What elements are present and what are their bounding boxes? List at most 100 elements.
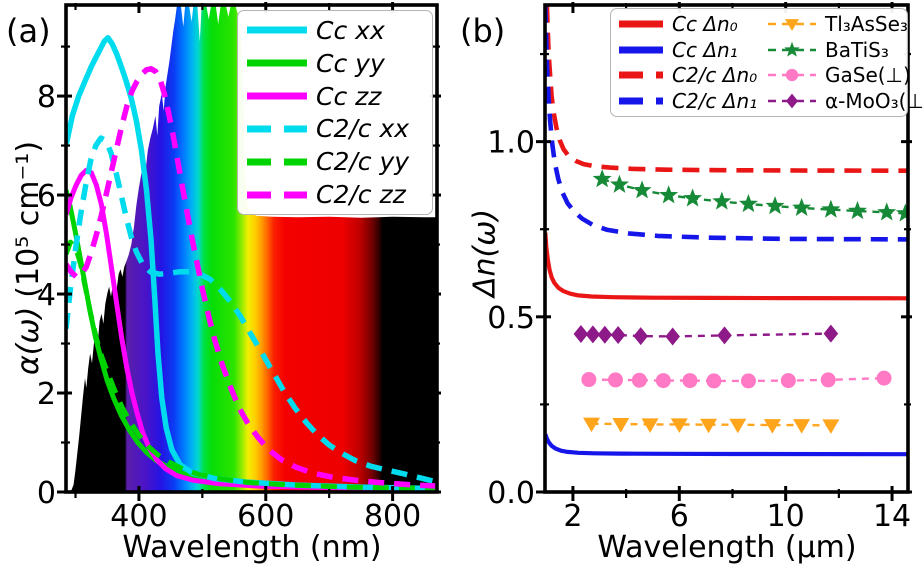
marker-triangle-down [793,419,811,434]
x-tick-label: 2 [563,499,582,534]
y-tick-label: 2 [37,377,56,412]
legend-b-item-5: BaTiS₃ [767,40,924,60]
marker-circle [655,373,671,389]
legend-b-label-2: C2/c Δn₀ [672,63,758,88]
y-tick-label: 0.0 [487,476,535,511]
panel-a-ylabel-math: α(ω) [11,307,46,375]
marker-circle [876,370,892,386]
plot-area-b [545,5,908,457]
marker-circle [820,372,836,388]
panel-b-tag: (b) [460,12,505,50]
legend-swatch-solid-line [619,46,663,54]
marker-triangle-down [700,418,718,434]
legend-swatch-dashed-line [247,158,307,166]
legend-marker-star [784,41,800,57]
marker-circle [706,373,722,389]
y-tick-label: 4 [37,278,56,313]
marker-star [765,196,785,215]
axes-spines [543,3,910,494]
marker-star [592,169,612,188]
legend-b-label-7: α-MoO₃(⊥) [825,89,924,114]
series-line-C2/c-Δn₀ [545,5,908,173]
panel-b-xlabel: Wavelength (μm) [597,530,856,565]
legend-a-item-0: Cc xx [246,18,424,43]
plot-area-a [66,5,437,492]
legend-marker-circle [785,69,799,82]
legend-marker-diamond [786,93,798,109]
panel-a-xlabel: Wavelength (nm) [122,530,381,565]
legend-swatch-dashed-line [619,97,663,105]
series-line-C2/c-zz [66,66,437,489]
marker-circle [581,372,597,388]
x-tick-label: 600 [237,499,294,534]
legend-swatch-solid-line [619,20,663,28]
y-tick-label: 8 [37,80,56,115]
series-line-C2/c-yy [66,239,437,491]
legend-a-label-3: C2/c xx [316,114,410,144]
legend-a-label-0: Cc xx [316,15,385,45]
panel-b-ylabel: Δn(ω) [468,209,503,299]
marker-triangle-down [822,419,840,434]
axes-spines [64,3,439,494]
marker-diamond [585,325,601,344]
legend-swatch-diamond [768,93,816,109]
marker-diamond [610,326,626,345]
marker-circle [780,373,796,389]
marker-star [712,191,732,210]
legend-a-label-1: Cc yy [316,48,385,78]
x-tick-label: 400 [110,499,167,534]
legend-a-item-1: Cc yy [246,51,424,76]
y-tick-label: 6 [37,179,56,214]
marker-triangle-down [583,417,601,433]
series-line-C2/c-Δn₁ [545,5,908,242]
panel-b-legend: Cc Δn₀ Cc Δn₁ C2/c Δn₀ C2/c Δn₁ Tl₃AsSe₃ BaTi… [610,8,924,117]
legend-swatch-triangle-down [768,18,816,31]
legend-swatch-solid-line [247,26,307,34]
marker-circle [607,372,623,388]
legend-swatch-circle [768,69,816,82]
legend-b-label-5: BaTiS₃ [825,37,889,62]
panel-a-tag: (a) [6,12,51,50]
y-tick-label: 1.0 [487,126,535,161]
marker-star [821,199,841,218]
legend-a-item-5: C2/c zz [246,182,424,207]
marker-triangle-down [763,419,781,434]
marker-circle [740,373,756,389]
marker-circle [631,372,647,388]
marker-star [895,203,908,222]
legend-swatch-dashed-line [619,71,663,79]
marker-star [877,202,897,221]
legend-b-label-0: Cc Δn₀ [672,11,738,36]
legend-b-label-3: C2/c Δn₁ [672,89,758,114]
legend-a-label-4: C2/c yy [316,147,410,177]
legend-b-item-1: Cc Δn₁ [618,40,767,60]
legend-swatch-star [768,41,816,57]
legend-a-item-3: C2/c xx [246,116,424,141]
marker-star [609,174,629,193]
legend-swatch-solid-line [247,59,307,67]
marker-diamond [573,324,589,343]
x-tick-label: 6 [670,499,689,534]
marker-triangle-down [729,418,747,434]
legend-b-item-2: C2/c Δn₀ [618,65,767,85]
y-tick-label: 0 [37,476,56,511]
legend-a-label-5: C2/c zz [316,180,406,210]
series-line-C2/c-xx [66,135,437,485]
legend-b-item-0: Cc Δn₀ [618,14,767,34]
marker-star [632,180,652,199]
legend-swatch-dashed-line [247,125,307,133]
marker-star [683,188,703,207]
series-line-Cc-Δn₁ [545,433,908,457]
panel-a-legend: Cc xx Cc yy Cc zz C2/c xx C2/c yy C2/c zz [237,10,433,215]
marker-triangle-down [641,418,659,433]
panel-a-ylabel: α(ω) (10⁵ cm⁻¹) [11,141,46,375]
legend-b-item-6: GaSe(⊥) [767,65,924,85]
legend-b-label-4: Tl₃AsSe₃ [825,11,908,36]
series-line-Cc-Δn₀ [545,232,908,301]
legend-b-item-4: Tl₃AsSe₃ [767,14,924,34]
marker-star [847,201,867,220]
legend-b-label-6: GaSe(⊥) [825,63,911,88]
marker-star [738,194,758,213]
